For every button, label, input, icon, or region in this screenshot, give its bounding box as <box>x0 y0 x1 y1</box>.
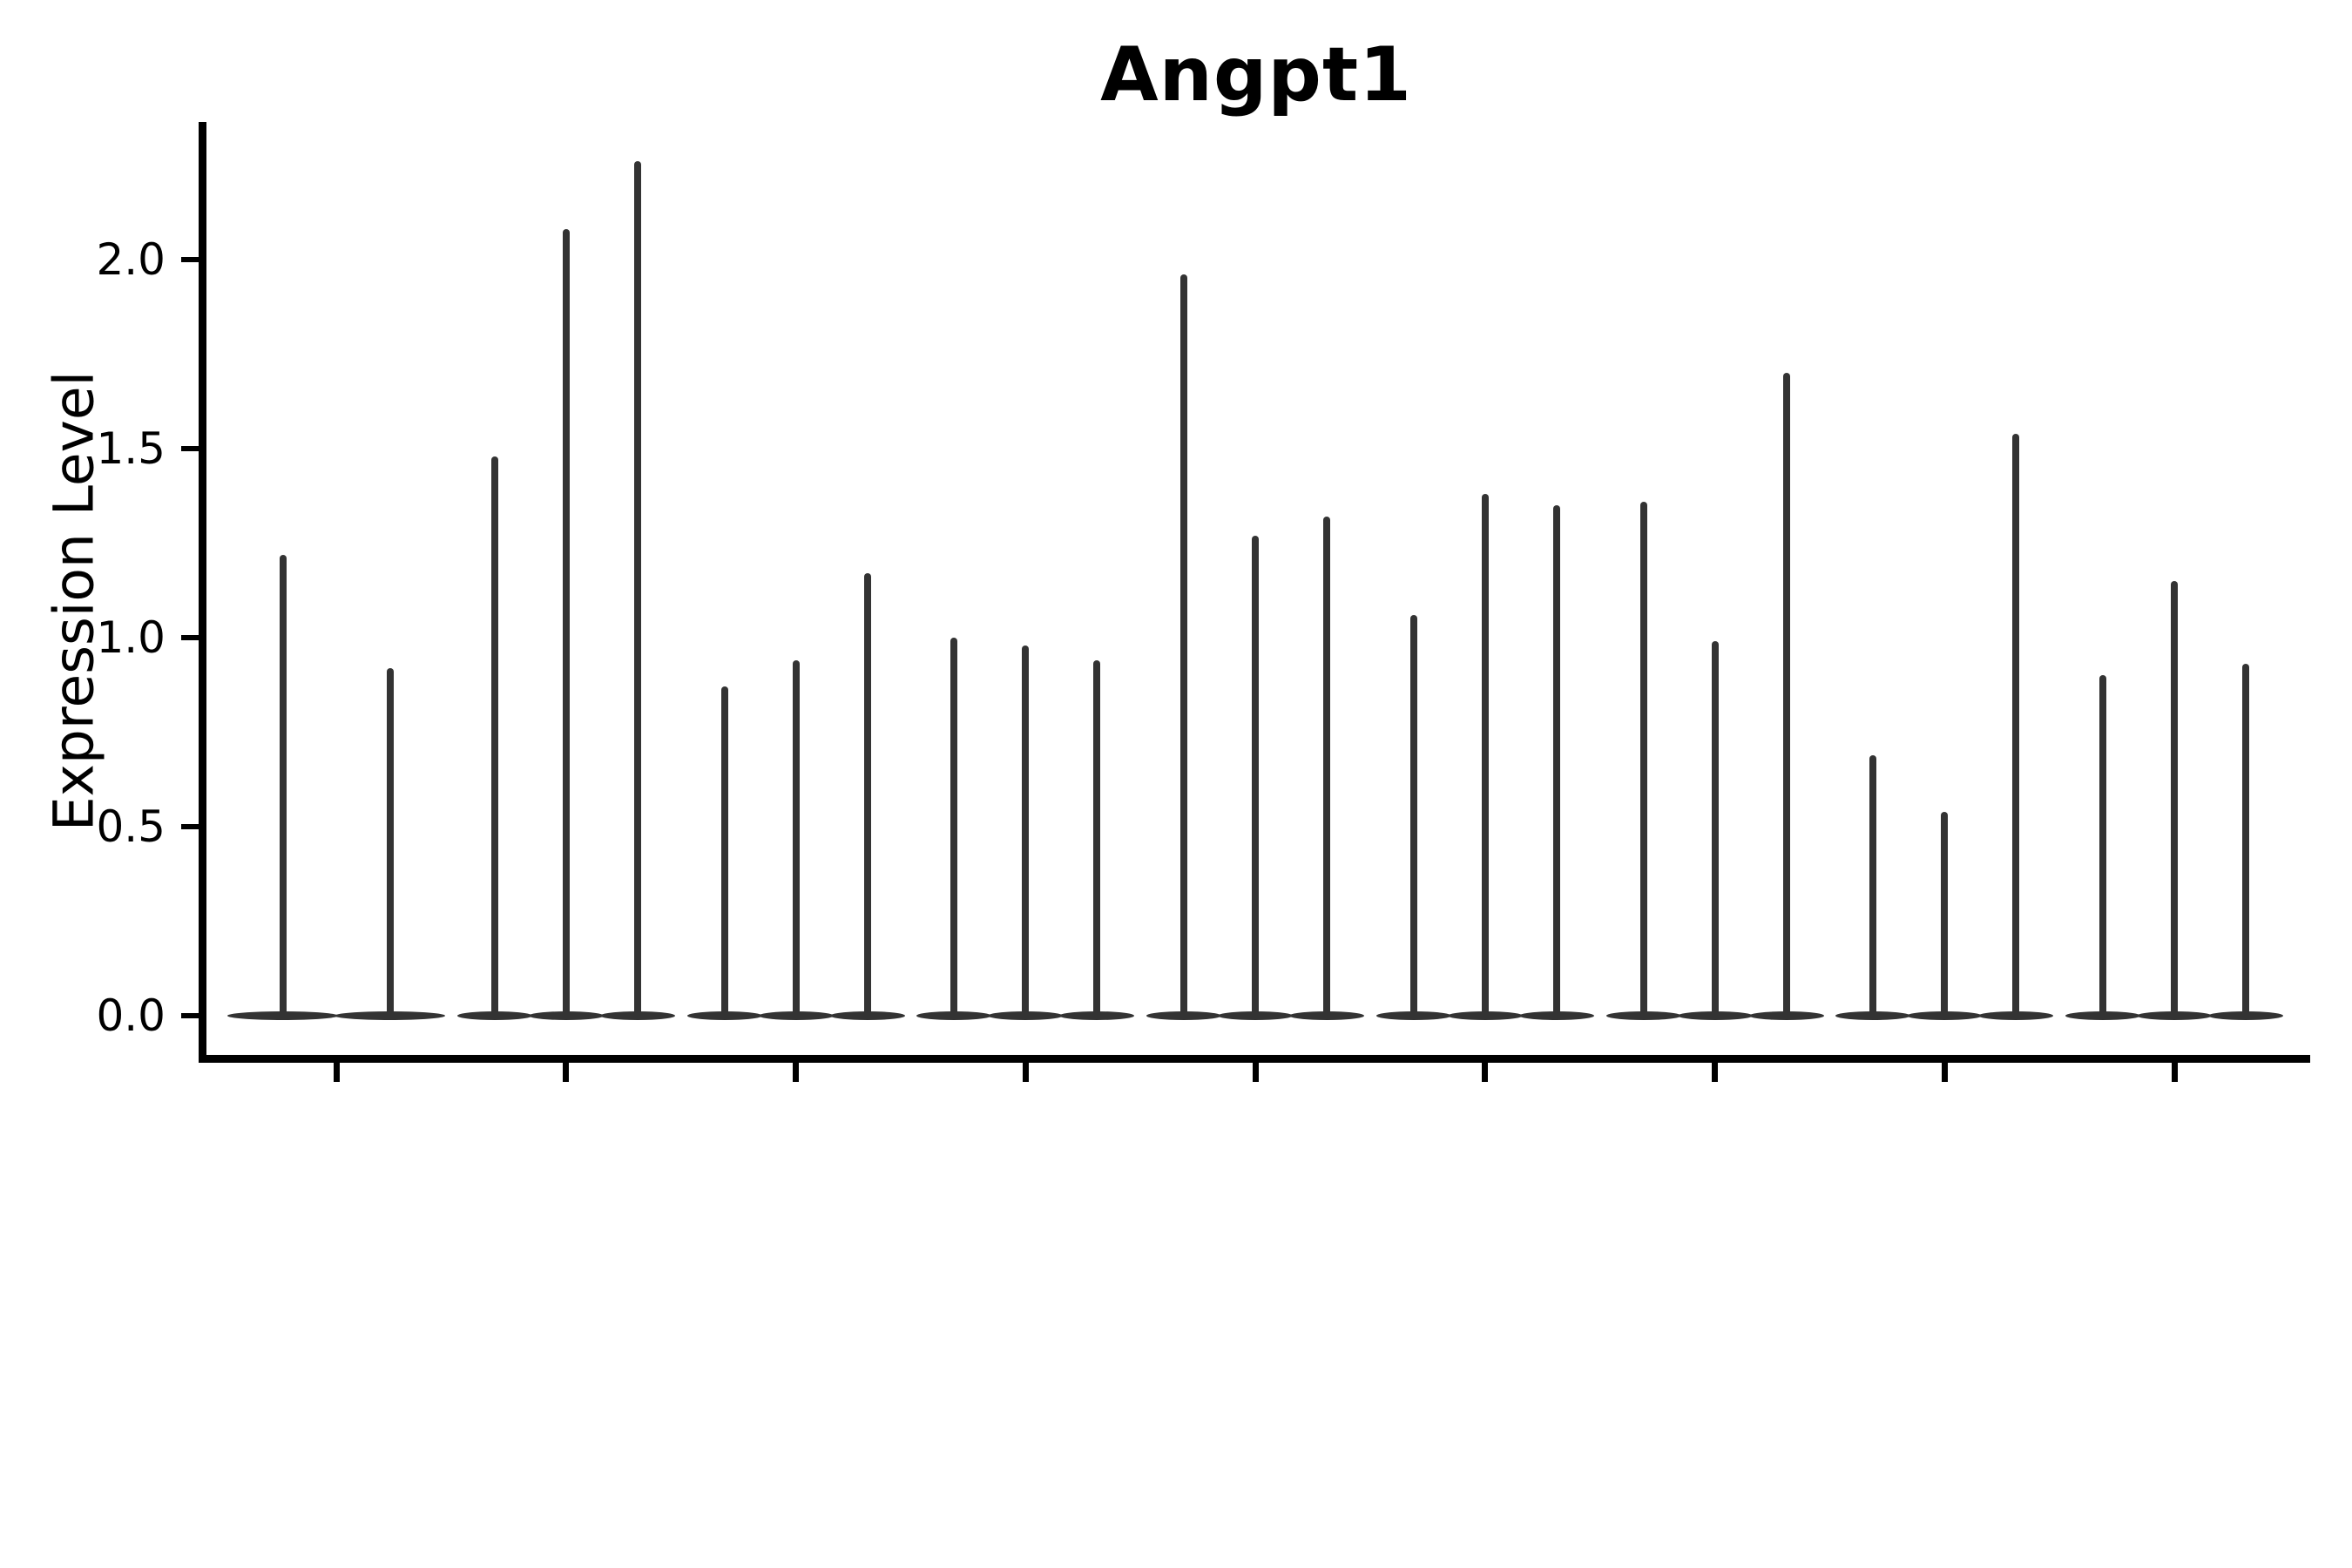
violin-spike <box>1941 811 1949 1017</box>
y-tick <box>181 257 199 262</box>
violin-spike <box>2099 675 2106 1017</box>
violin-spike <box>562 229 570 1017</box>
violin-spike <box>1869 754 1877 1017</box>
violin-spike <box>2171 580 2178 1017</box>
violin-spike <box>1552 505 1560 1017</box>
violin-spike <box>633 161 641 1017</box>
y-axis-spine <box>199 122 206 1063</box>
y-tick <box>181 635 199 640</box>
violin-spike <box>1782 373 1790 1017</box>
y-tick-label: 0.0 <box>96 990 166 1041</box>
y-tick-label: 1.0 <box>96 612 166 663</box>
violin-spike <box>279 554 287 1017</box>
x-tick <box>2171 1063 2178 1082</box>
x-tick <box>793 1063 799 1082</box>
x-tick <box>1712 1063 1718 1082</box>
x-tick <box>1022 1063 1029 1082</box>
violin-spike <box>2012 433 2020 1017</box>
x-tick <box>563 1063 570 1082</box>
violin-spike <box>1639 501 1647 1017</box>
violin-spike <box>1409 614 1417 1017</box>
violin-spike <box>2242 664 2249 1017</box>
violin-spike <box>1252 535 1259 1017</box>
violin-spike <box>720 686 728 1017</box>
chart-title: Angpt1 <box>1100 31 1412 118</box>
x-tick <box>1941 1063 1948 1082</box>
violin-spike <box>1180 274 1187 1017</box>
y-tick <box>181 824 199 829</box>
y-tick <box>181 1013 199 1018</box>
y-tick-label: 1.5 <box>96 423 166 474</box>
violin-spike <box>490 456 498 1017</box>
violin-spike <box>386 667 394 1017</box>
violin-spike <box>1022 645 1030 1017</box>
y-tick-label: 2.0 <box>96 234 166 285</box>
violin-spike <box>950 638 958 1017</box>
x-tick <box>333 1063 340 1082</box>
violin-spike <box>792 660 800 1017</box>
violin-spike <box>1481 494 1489 1017</box>
violin-spike <box>1323 517 1330 1017</box>
x-axis-spine <box>199 1055 2310 1063</box>
x-tick <box>1482 1063 1489 1082</box>
violin-spike <box>1093 660 1101 1017</box>
violin-spike <box>1711 641 1719 1017</box>
y-tick-label: 0.5 <box>96 801 166 852</box>
y-tick <box>181 446 199 451</box>
violin-spike <box>863 573 871 1017</box>
x-tick <box>1252 1063 1259 1082</box>
